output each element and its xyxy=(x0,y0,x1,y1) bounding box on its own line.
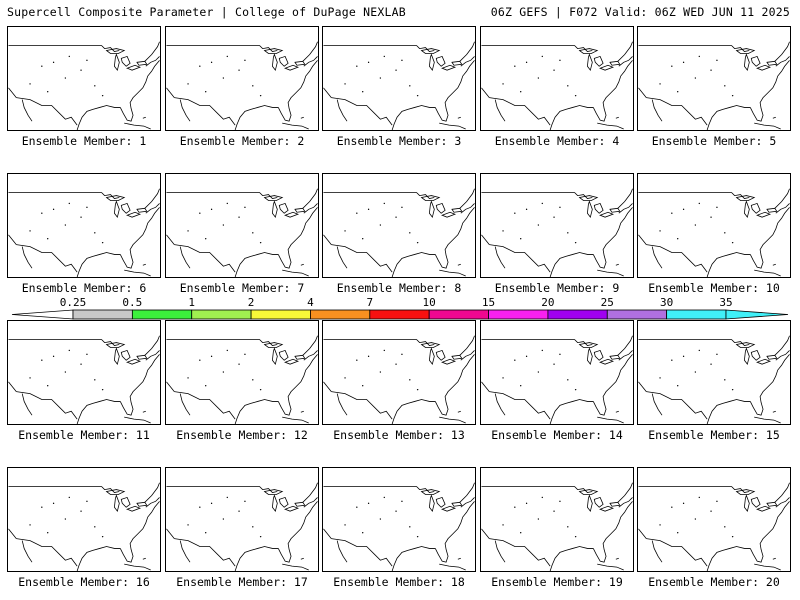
colorbar-swatch xyxy=(131,309,193,320)
chart-title: Supercell Composite Parameter | College … xyxy=(7,5,406,19)
colorbar-swatch xyxy=(250,309,311,320)
member-label: Ensemble Member: 1 xyxy=(21,134,147,148)
color-scale-legend: 0.25 0.5 1 2 4 7 10 15 20 25 30 35 xyxy=(11,296,789,320)
member-label: Ensemble Member: 2 xyxy=(179,134,305,148)
colorbar-swatch xyxy=(606,309,668,320)
member-label: Ensemble Member: 9 xyxy=(494,281,620,295)
member-label: Ensemble Member: 14 xyxy=(491,428,623,442)
colorbar-swatch xyxy=(428,309,489,320)
member-map-13 xyxy=(322,320,476,425)
member-map-10 xyxy=(637,173,791,278)
member-map-11 xyxy=(7,320,161,425)
colorbar-tick-label: 4 xyxy=(307,296,314,309)
member-map-14 xyxy=(480,320,634,425)
colorbar-swatch xyxy=(547,309,608,320)
member-label: Ensemble Member: 7 xyxy=(179,281,305,295)
colorbar-swatch xyxy=(666,309,727,320)
colorbar-tick-label: 7 xyxy=(367,296,374,309)
member-map-12 xyxy=(165,320,319,425)
colorbar-tick-label: 0.5 xyxy=(122,296,142,309)
member-map-4 xyxy=(480,26,634,131)
model-run-valid-time: 06Z GEFS | F072 Valid: 06Z WED JUN 11 20… xyxy=(490,5,790,19)
member-label: Ensemble Member: 10 xyxy=(648,281,780,295)
member-label: Ensemble Member: 18 xyxy=(333,575,465,589)
colorbar-tick-label: 0.25 xyxy=(60,296,87,309)
member-label: Ensemble Member: 4 xyxy=(494,134,620,148)
member-map-15 xyxy=(637,320,791,425)
member-label: Ensemble Member: 17 xyxy=(176,575,308,589)
member-label: Ensemble Member: 5 xyxy=(651,134,777,148)
member-map-20 xyxy=(637,467,791,572)
member-map-2 xyxy=(165,26,319,131)
colorbar-tick-label: 25 xyxy=(601,296,614,309)
colorbar-tick-label: 1 xyxy=(188,296,195,309)
member-label: Ensemble Member: 15 xyxy=(648,428,780,442)
member-map-5 xyxy=(637,26,791,131)
member-map-3 xyxy=(322,26,476,131)
member-label: Ensemble Member: 19 xyxy=(491,575,623,589)
member-map-6 xyxy=(7,173,161,278)
member-label: Ensemble Member: 12 xyxy=(176,428,308,442)
colorbar-tick-label: 35 xyxy=(719,296,732,309)
colorbar-tick-label: 20 xyxy=(541,296,554,309)
member-label: Ensemble Member: 11 xyxy=(18,428,150,442)
member-label: Ensemble Member: 16 xyxy=(18,575,150,589)
member-label: Ensemble Member: 6 xyxy=(21,281,147,295)
member-map-18 xyxy=(322,467,476,572)
colorbar-tick-label: 10 xyxy=(423,296,436,309)
member-label: Ensemble Member: 13 xyxy=(333,428,465,442)
member-map-16 xyxy=(7,467,161,572)
colorbar-swatch xyxy=(310,309,371,320)
colorbar-swatch xyxy=(369,309,430,320)
member-label: Ensemble Member: 3 xyxy=(336,134,462,148)
member-label: Ensemble Member: 8 xyxy=(336,281,462,295)
colorbar-swatch xyxy=(72,309,133,320)
colorbar-tick-label: 2 xyxy=(248,296,255,309)
member-map-17 xyxy=(165,467,319,572)
colorbar-right-arrow xyxy=(725,309,789,320)
member-map-7 xyxy=(165,173,319,278)
colorbar-left-arrow xyxy=(11,309,74,320)
colorbar-tick-label: 30 xyxy=(660,296,673,309)
colorbar-swatch xyxy=(488,309,549,320)
member-map-8 xyxy=(322,173,476,278)
member-map-1 xyxy=(7,26,161,131)
colorbar-swatch xyxy=(191,309,252,320)
member-map-9 xyxy=(480,173,634,278)
member-map-19 xyxy=(480,467,634,572)
member-label: Ensemble Member: 20 xyxy=(648,575,780,589)
colorbar-tick-label: 15 xyxy=(482,296,495,309)
